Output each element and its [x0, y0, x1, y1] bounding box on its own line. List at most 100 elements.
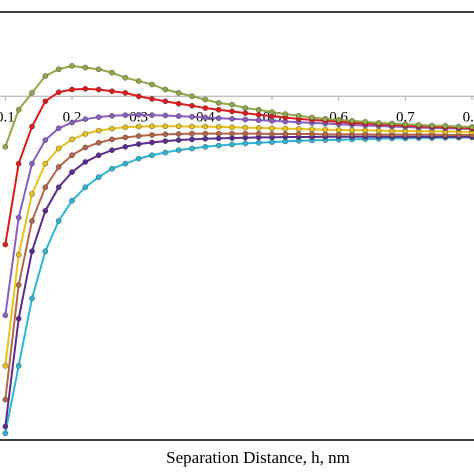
data-point: [295, 131, 302, 137]
data-point: [349, 118, 355, 124]
data-point: [202, 114, 209, 121]
data-point: [362, 127, 369, 134]
data-point: [15, 282, 22, 288]
data-point: [15, 315, 22, 322]
data-point: [82, 144, 89, 151]
data-point: [95, 152, 102, 159]
data-point: [162, 123, 169, 130]
data-point: [242, 116, 249, 123]
data-point: [29, 295, 35, 302]
data-point: [469, 124, 474, 130]
data-point: [375, 120, 382, 126]
data-point: [15, 363, 22, 369]
data-point: [282, 131, 289, 137]
data-point: [322, 116, 329, 122]
data-point: [135, 78, 142, 84]
data-point: [149, 112, 155, 118]
data-point: [229, 130, 235, 137]
data-point: [255, 111, 262, 118]
data-point: [189, 102, 195, 109]
data-point: [309, 131, 315, 137]
data-point: [82, 86, 89, 92]
data-point: [215, 106, 222, 113]
data-point: [429, 122, 435, 129]
data-point: [162, 138, 169, 144]
data-point: [282, 125, 289, 132]
x-tick-label: 0.8: [463, 110, 474, 126]
data-point: [109, 147, 115, 153]
data-point: [55, 66, 62, 73]
data-point: [322, 131, 329, 138]
data-point: [442, 123, 449, 129]
data-point: [2, 312, 9, 319]
data-point: [82, 131, 89, 137]
data-point: [42, 73, 49, 79]
data-point: [69, 169, 75, 175]
data-point: [69, 136, 75, 143]
data-point: [15, 251, 22, 258]
data-point: [122, 112, 129, 118]
data-point: [109, 69, 115, 76]
data-point: [322, 126, 329, 133]
data-point: [389, 120, 395, 127]
data-point: [162, 98, 169, 105]
data-point: [122, 134, 129, 141]
data-point: [42, 184, 49, 191]
data-point: [215, 115, 222, 121]
data-point: [162, 131, 169, 138]
data-point: [162, 149, 169, 156]
data-point: [149, 123, 155, 130]
data-point: [215, 135, 222, 142]
data-point: [122, 124, 129, 131]
data-point: [242, 124, 249, 131]
data-point: [42, 208, 49, 214]
data-point: [189, 93, 195, 100]
data-point: [15, 214, 22, 221]
data-point: [109, 88, 115, 94]
data-point: [309, 126, 315, 133]
data-point: [135, 155, 142, 162]
data-point: [15, 160, 22, 167]
data-point: [29, 191, 35, 197]
data-point: [202, 130, 209, 137]
data-point: [149, 96, 155, 102]
data-point: [69, 86, 75, 93]
data-point: [122, 90, 129, 96]
data-point: [55, 89, 62, 96]
data-point: [229, 124, 235, 131]
data-point: [295, 112, 302, 119]
data-point: [29, 160, 35, 167]
data-point: [2, 430, 9, 437]
data-point: [255, 117, 262, 123]
data-point: [349, 127, 355, 134]
data-point: [189, 130, 195, 137]
data-point: [135, 93, 142, 100]
data-point: [122, 74, 129, 81]
data-point: [162, 86, 169, 93]
data-point: [455, 123, 462, 130]
data-point: [109, 125, 115, 132]
x-tick-label: 0.1: [0, 110, 15, 126]
x-tick-label: 0.3: [129, 110, 148, 126]
data-point: [122, 160, 129, 167]
data-point: [55, 184, 62, 191]
data-point: [82, 64, 89, 71]
data-point: [295, 126, 302, 132]
data-point: [242, 130, 249, 137]
data-point: [2, 396, 9, 403]
data-point: [55, 125, 62, 132]
data-point: [42, 160, 49, 167]
data-point: [29, 123, 35, 130]
data-point: [175, 90, 182, 96]
data-point: [2, 144, 9, 150]
data-point: [82, 116, 89, 122]
data-point: [255, 125, 262, 131]
data-point: [95, 86, 102, 93]
data-point: [269, 131, 275, 137]
x-tick-label: 0.7: [396, 110, 415, 126]
data-point: [135, 111, 142, 118]
data-point: [255, 130, 262, 137]
data-point: [2, 241, 9, 248]
data-point: [402, 121, 409, 128]
